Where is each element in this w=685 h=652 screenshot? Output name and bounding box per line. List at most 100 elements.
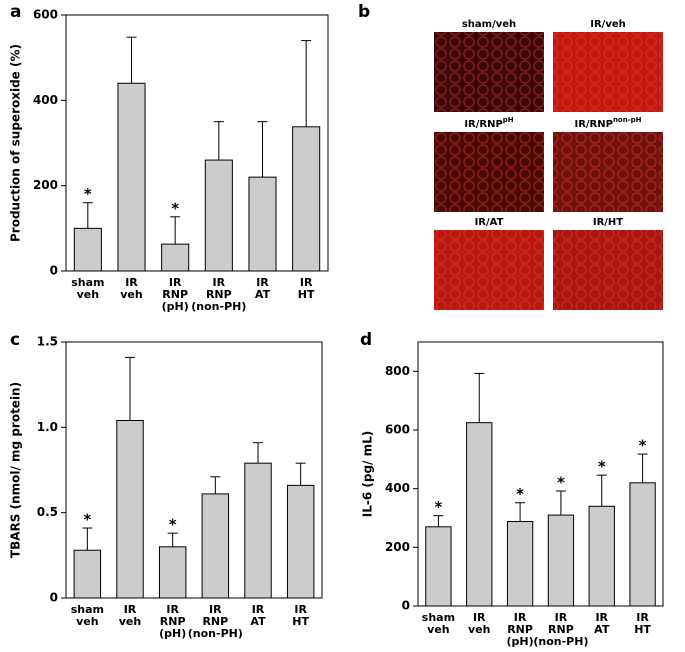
bar	[506, 521, 534, 607]
bar	[73, 549, 102, 599]
bar	[466, 422, 493, 607]
bar	[116, 420, 144, 599]
bar	[73, 227, 102, 272]
x-tick-label: IR	[213, 276, 226, 289]
image-label-text: IR/veh	[590, 19, 626, 30]
significance-marker: *	[83, 511, 91, 529]
significance-marker: *	[557, 474, 565, 492]
x-tick-label: RNP	[160, 615, 186, 628]
image-label: IR/RNPnon-pH	[574, 116, 641, 130]
micrograph-texture	[553, 230, 663, 310]
bar	[292, 126, 321, 272]
x-tick-label: (non-PH)	[533, 635, 588, 648]
bar	[425, 526, 452, 607]
significance-marker: *	[598, 458, 606, 476]
micrograph-texture	[553, 132, 663, 212]
y-tick-label: 1.5	[37, 335, 58, 349]
significance-marker: *	[516, 485, 524, 503]
x-tick-label: IR	[636, 611, 649, 624]
significance-marker: *	[639, 437, 647, 455]
bar	[286, 484, 315, 599]
y-tick-label: 1.0	[37, 420, 58, 434]
bar	[248, 176, 277, 272]
image-label-text: sham/veh	[462, 19, 516, 30]
significance-marker: *	[434, 498, 442, 516]
x-tick-label: sham	[71, 276, 104, 289]
bar	[201, 493, 230, 599]
x-tick-label: IR	[169, 276, 182, 289]
x-tick-label: HT	[634, 623, 651, 636]
significance-marker: *	[84, 185, 92, 203]
y-tick-label: 600	[385, 423, 410, 437]
x-tick-label: HT	[292, 615, 309, 628]
bar	[158, 546, 187, 599]
x-tick-label: RNP	[202, 615, 228, 628]
image-label: IR/veh	[590, 19, 626, 30]
y-tick-label: 400	[385, 481, 410, 495]
x-tick-label: IR	[473, 611, 486, 624]
image-label-sup: pH	[503, 116, 514, 124]
x-tick-label: IR	[166, 603, 179, 616]
bar	[204, 159, 233, 272]
micrograph-texture	[434, 32, 544, 112]
y-tick-label: 200	[385, 540, 410, 554]
panel-label: b	[358, 2, 370, 22]
y-tick-label: 0	[50, 591, 58, 605]
y-axis-title: TBARS (nmol/ mg protein)	[9, 382, 23, 558]
significance-marker: *	[169, 516, 177, 534]
image-label: sham/veh	[462, 19, 516, 30]
x-tick-label: veh	[77, 288, 99, 301]
x-tick-label: veh	[468, 623, 490, 636]
y-axis-title: IL-6 (pg/ mL)	[361, 431, 375, 517]
y-tick-label: 200	[33, 178, 58, 192]
x-tick-label: AT	[255, 288, 271, 301]
x-tick-label: IR	[595, 611, 608, 624]
x-tick-label: IR	[125, 276, 138, 289]
y-tick-label: 0	[50, 264, 58, 278]
image-label: IR/HT	[593, 217, 623, 228]
panel-label: c	[10, 330, 20, 350]
bar	[547, 514, 575, 607]
x-tick-label: RNP	[206, 288, 232, 301]
x-tick-label: sham	[71, 603, 104, 616]
x-tick-label: IR	[514, 611, 527, 624]
x-tick-label: IR	[209, 603, 222, 616]
x-tick-label: IR	[300, 276, 313, 289]
bar	[161, 243, 190, 272]
x-tick-label: AT	[250, 615, 266, 628]
y-tick-label: 0	[402, 599, 410, 613]
y-tick-label: 0.5	[37, 505, 58, 519]
plot-frame	[65, 341, 323, 599]
image-label: IR/RNPpH	[464, 116, 513, 130]
bar	[588, 505, 615, 607]
bar	[244, 462, 272, 599]
y-tick-label: 600	[33, 8, 58, 22]
x-tick-label: veh	[120, 288, 142, 301]
x-tick-label: IR	[124, 603, 137, 616]
image-label-text: IR/AT	[475, 217, 504, 228]
image-label: IR/AT	[475, 217, 504, 228]
x-tick-label: (pH)	[162, 300, 189, 313]
x-tick-label: IR	[252, 603, 265, 616]
x-tick-label: IR	[555, 611, 568, 624]
plot-frame	[65, 14, 329, 272]
micrograph-texture	[553, 32, 663, 112]
x-tick-label: (pH)	[159, 627, 186, 640]
x-tick-label: (non-PH)	[188, 627, 243, 640]
x-tick-label: veh	[427, 623, 449, 636]
x-tick-label: (non-PH)	[191, 300, 246, 313]
bar	[117, 82, 146, 272]
image-label-text: IR/RNP	[574, 119, 612, 130]
y-tick-label: 400	[33, 93, 58, 107]
plot-frame	[417, 341, 664, 607]
x-tick-label: AT	[594, 623, 610, 636]
significance-marker: *	[171, 199, 179, 217]
panel-label: d	[360, 330, 372, 350]
x-tick-label: HT	[298, 288, 315, 301]
x-tick-label: RNP	[507, 623, 533, 636]
micrograph-texture	[434, 230, 544, 310]
x-tick-label: sham	[422, 611, 455, 624]
y-tick-label: 800	[385, 364, 410, 378]
panel-label: a	[10, 2, 21, 22]
